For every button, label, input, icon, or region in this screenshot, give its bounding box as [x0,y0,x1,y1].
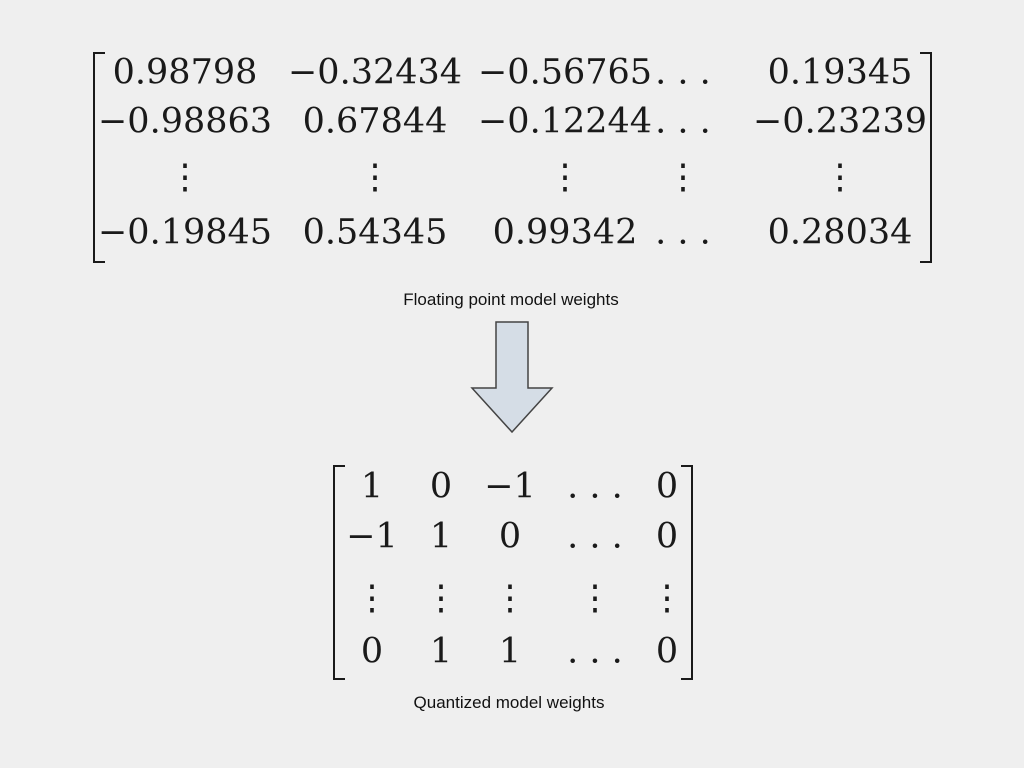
matrix-cell: 0.28034 [767,212,913,253]
matrix-cell: . . . [567,631,623,672]
matrix-cell: ⋮ [167,157,203,198]
matrix-cell: 0 [498,516,522,557]
matrix-cell: 0 [360,631,384,672]
right-bracket [681,465,693,680]
matrix-cell: 1 [429,631,453,672]
matrix-cell: ⋮ [665,157,701,198]
matrix-cell: ⋮ [577,578,613,619]
matrix-cell: . . . [655,212,711,253]
matrix-cell: 1 [498,631,522,672]
matrix-cell: . . . [655,101,711,142]
matrix-cell: . . . [567,466,623,507]
matrix-cell: −0.23239 [752,101,928,142]
right-bracket [920,52,932,263]
left-bracket [93,52,105,263]
matrix-cell: 0.98798 [112,52,258,93]
matrix-cell: −0.98863 [97,101,273,142]
matrix-cell: −1 [484,466,536,507]
down-arrow-icon [470,321,554,434]
matrix-cell: −0.19845 [97,212,273,253]
matrix-cell: 1 [360,466,384,507]
matrix-cell: ⋮ [822,157,858,198]
bottom-matrix-caption: Quantized model weights [413,693,605,712]
matrix-cell: . . . [655,52,711,93]
quantized-matrix: 1 0 −1 . . . 0 −1 1 0 . . . 0 ⋮ ⋮ ⋮ ⋮ ⋮ 0 1 1 . . . 0 [333,465,693,680]
matrix-cell: 0 [655,631,679,672]
matrix-cell: 0.54345 [302,212,448,253]
matrix-cell: −0.32434 [287,52,463,93]
matrix-cell: 0.99342 [492,212,638,253]
matrix-cell: ⋮ [357,157,393,198]
left-bracket [333,465,345,680]
matrix-cell: 0 [429,466,453,507]
floating-point-matrix: 0.98798 −0.32434 −0.56765. . . 0.19345 −0.98… [93,52,932,263]
matrix-cell: ⋮ [547,157,583,198]
matrix-cell: . . . [567,516,623,557]
matrix-cell: 1 [429,516,453,557]
matrix-cell: −1 [346,516,398,557]
matrix-cell: 0 [655,516,679,557]
matrix-cell: 0.19345 [767,52,913,93]
matrix-cell: ⋮ [492,578,528,619]
matrix-cell: −0.56765 [477,52,653,93]
matrix-cell: ⋮ [354,578,390,619]
matrix-cell: −0.12244 [477,101,653,142]
matrix-cell: ⋮ [649,578,685,619]
matrix-cell: ⋮ [423,578,459,619]
top-matrix-caption: Floating point model weights [403,290,619,309]
matrix-cell: 0.67844 [302,101,448,142]
matrix-cell: 0 [655,466,679,507]
